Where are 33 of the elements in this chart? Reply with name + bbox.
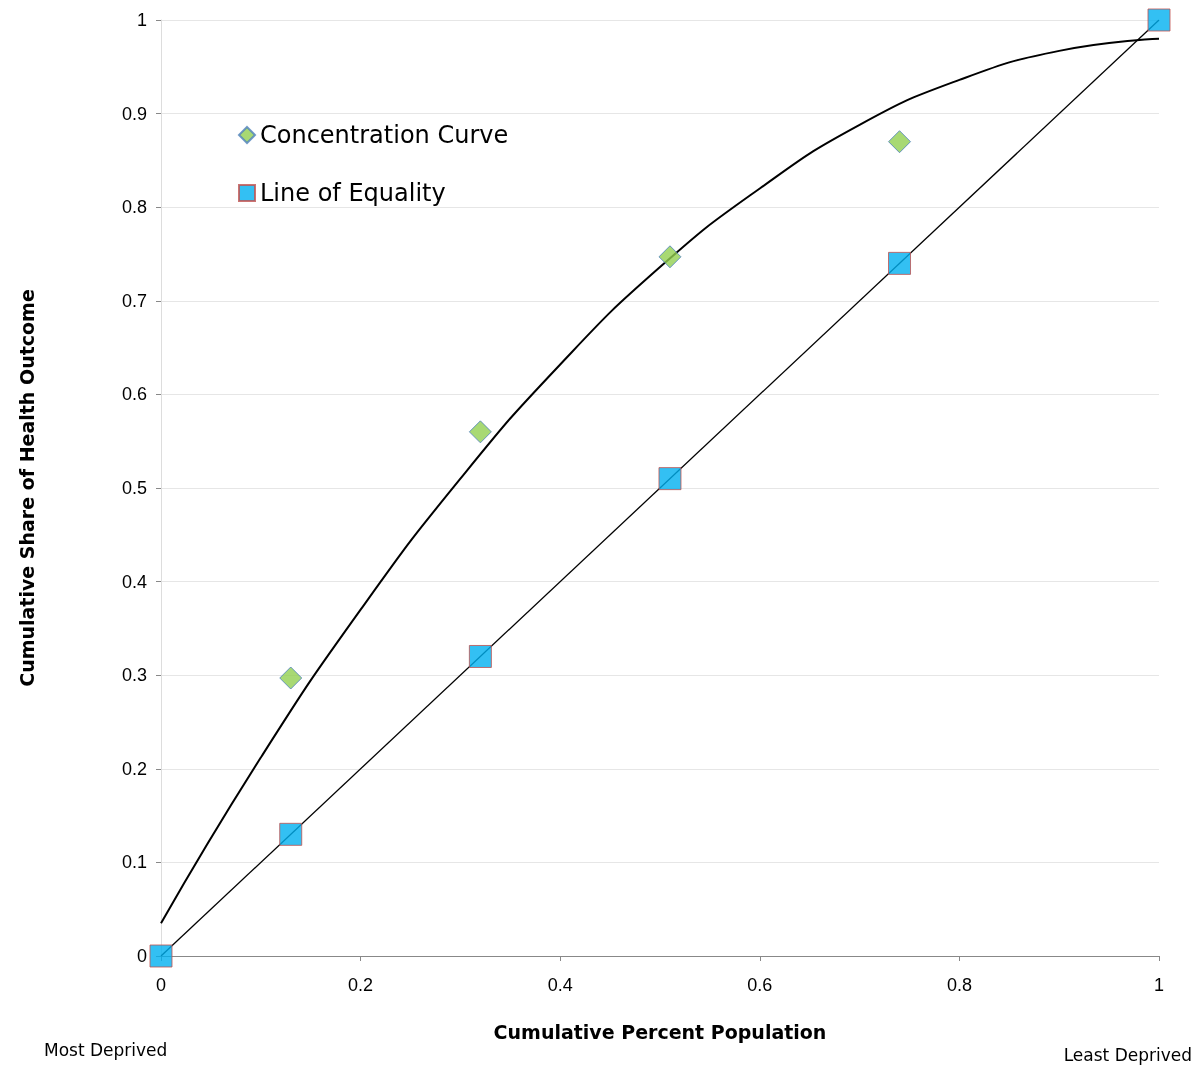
point xyxy=(888,251,912,275)
point xyxy=(658,245,682,269)
x-tick-label: 1 xyxy=(1153,975,1165,995)
x-tick-label: 0.6 xyxy=(747,975,773,995)
y-tick-label: 0.9 xyxy=(121,103,147,124)
y-tick-label: 0.2 xyxy=(121,758,147,779)
point xyxy=(149,944,173,968)
point xyxy=(658,467,682,491)
point xyxy=(468,644,492,668)
y-tick-label: 0.7 xyxy=(121,290,147,311)
text: Most Deprived xyxy=(44,1039,168,1060)
y-tick-label: 0.1 xyxy=(121,852,147,873)
text: Least Deprived xyxy=(1063,1044,1193,1065)
legend-label: Concentration Curve xyxy=(260,121,509,149)
y-tick-label: 0.6 xyxy=(121,384,147,405)
y-tick-label: 1 xyxy=(136,10,147,30)
x-tick-label: 0.8 xyxy=(946,975,972,995)
x-tick-label: 0.2 xyxy=(348,975,374,995)
point xyxy=(468,420,492,444)
point xyxy=(888,130,912,154)
y-tick-label: 0.8 xyxy=(121,197,147,218)
point xyxy=(279,822,303,846)
x-tick-label: 0 xyxy=(155,975,167,995)
y-tick-label: 0.3 xyxy=(121,665,147,686)
point xyxy=(279,666,303,690)
y-axis-title: Cumulative Share of Health Outcome xyxy=(15,289,38,687)
y-tick-label: 0.5 xyxy=(121,478,147,498)
point xyxy=(1147,8,1171,32)
y-tick-label: 0.4 xyxy=(121,571,147,592)
x-axis-title: Cumulative Percent Population xyxy=(493,1020,827,1043)
y-tick-label: 0 xyxy=(136,946,147,966)
legend-label: Line of Equality xyxy=(260,179,446,207)
x-tick-label: 0.4 xyxy=(547,975,573,995)
